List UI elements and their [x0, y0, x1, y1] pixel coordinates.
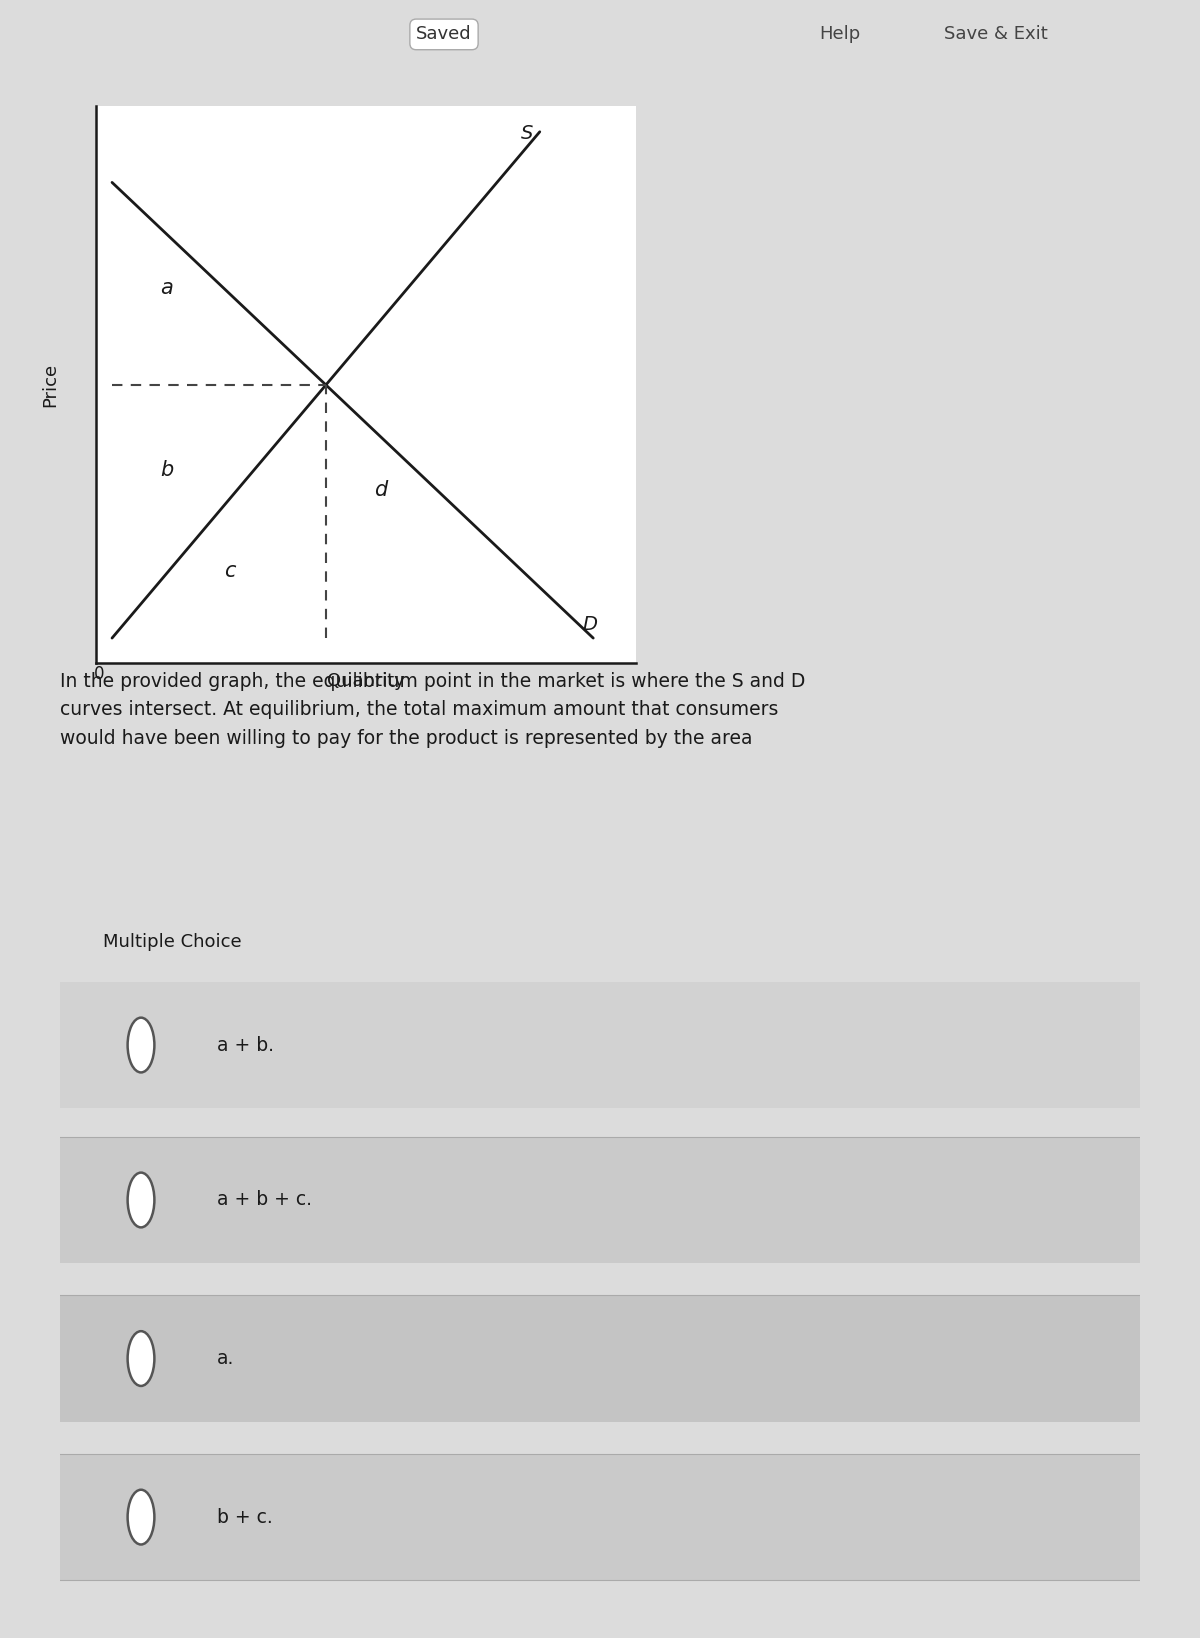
- Ellipse shape: [127, 1173, 155, 1227]
- Text: D: D: [582, 616, 598, 634]
- Text: Saved: Saved: [416, 26, 472, 43]
- Text: b + c.: b + c.: [216, 1507, 272, 1527]
- Text: Help: Help: [820, 26, 860, 43]
- Text: a + b.: a + b.: [216, 1035, 274, 1055]
- Ellipse shape: [127, 1017, 155, 1073]
- Bar: [60, 1137, 1140, 1263]
- Ellipse shape: [127, 1332, 155, 1386]
- Text: In the provided graph, the equilibrium point in the market is where the S and D
: In the provided graph, the equilibrium p…: [60, 672, 805, 749]
- Bar: [60, 1296, 1140, 1422]
- Text: S: S: [521, 124, 534, 144]
- Text: 0: 0: [94, 665, 104, 683]
- Text: a + b + c.: a + b + c.: [216, 1191, 312, 1209]
- Text: b: b: [160, 460, 174, 480]
- Text: Save & Exit: Save & Exit: [944, 26, 1048, 43]
- Text: Multiple Choice: Multiple Choice: [103, 934, 242, 952]
- Bar: [60, 1455, 1140, 1581]
- X-axis label: Quantity: Quantity: [328, 672, 404, 690]
- Text: Price: Price: [42, 364, 60, 406]
- Text: a.: a.: [216, 1350, 234, 1368]
- Text: d: d: [374, 480, 388, 500]
- Text: a: a: [160, 278, 173, 298]
- Bar: [60, 981, 1140, 1107]
- Text: c: c: [224, 562, 236, 581]
- Ellipse shape: [127, 1489, 155, 1545]
